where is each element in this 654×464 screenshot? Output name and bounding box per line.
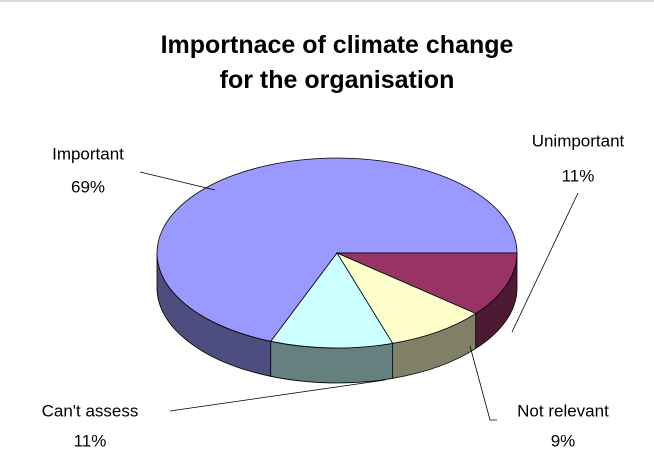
- slice-label: Can't assess: [42, 401, 139, 420]
- leader-line: [139, 171, 216, 191]
- leader-line: [469, 345, 497, 421]
- slice-value-label: 11%: [562, 166, 595, 185]
- pie-slice: [336, 252, 518, 315]
- pie-slice: [156, 157, 518, 342]
- pie-slice: [270, 252, 394, 349]
- slice-value-label: 9%: [551, 431, 576, 450]
- slice-value-label: 11%: [74, 431, 107, 450]
- chart-title: Importnace of climate change for the org…: [160, 31, 514, 94]
- slice-label: Important: [52, 144, 124, 163]
- slice-label: Not relevant: [517, 401, 609, 420]
- slice-value-label: 69%: [71, 177, 105, 196]
- slice-label: Unimportant: [532, 131, 625, 150]
- leader-line: [511, 192, 579, 333]
- leader-line: [169, 379, 386, 412]
- pie-slice: [335, 252, 477, 344]
